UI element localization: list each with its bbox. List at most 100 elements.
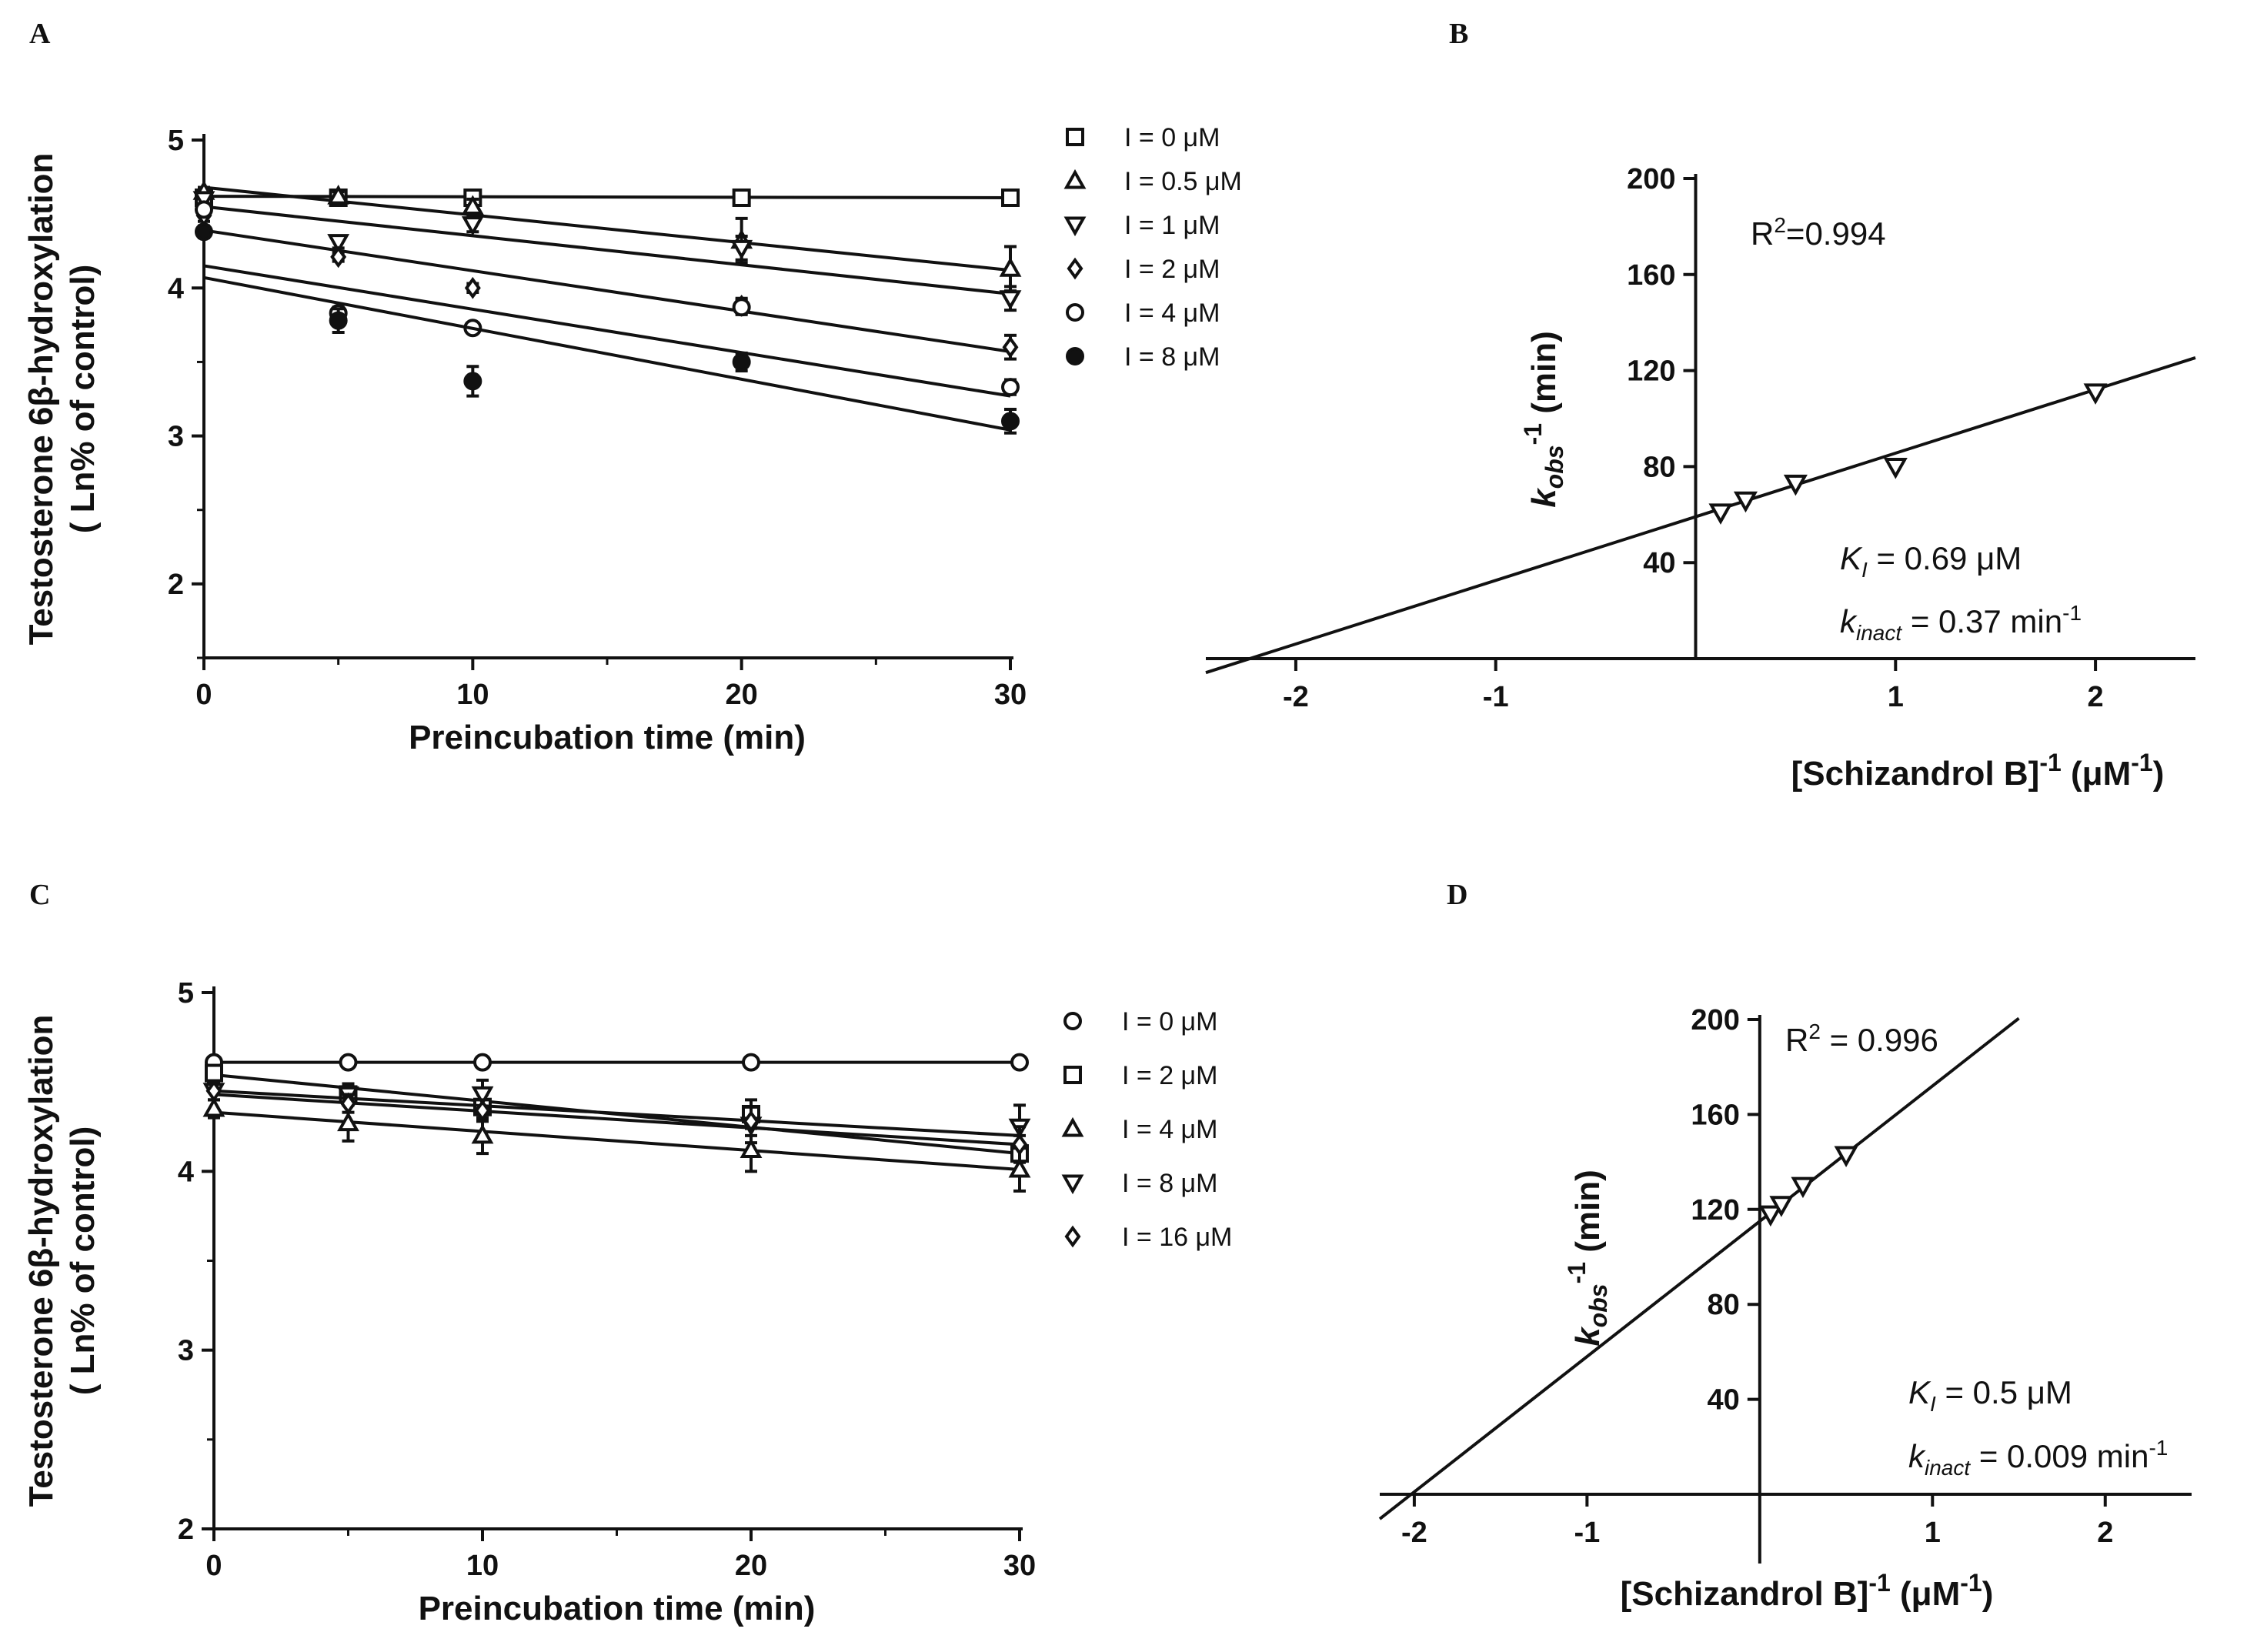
data-point [1001,188,1020,207]
data-point [740,1138,763,1158]
data-point [1883,458,1908,479]
y-tick-label: 4 [178,1156,194,1188]
panel-c: C 2 3 4 5 0 10 20 30 Preincubation time (min) Test… [22,879,1232,1627]
series [195,222,1020,435]
y-axis-title: Testosterone 6β-hydroxylation [22,153,60,646]
data-point [463,372,482,391]
data-point [202,1096,225,1117]
legend-marker [1063,216,1087,237]
data-point [337,1111,359,1132]
panel-label: A [29,18,51,50]
data-point [473,1053,492,1072]
data-point [327,184,350,205]
data-point [461,195,484,215]
data-point [1001,378,1020,397]
data-point [471,1123,494,1144]
legend-marker [1064,1225,1081,1248]
y-tick-label: 160 [1691,1099,1739,1131]
data-point [999,290,1022,310]
fit-line [203,264,1011,398]
panel-label: D [1447,879,1467,911]
data-point [1010,1053,1029,1072]
x-tick-label: 1 [1888,681,1904,713]
data-point [1769,1196,1794,1217]
legend-marker [1063,169,1087,189]
ki-value: KI = 0.69 μM [1840,540,2022,582]
y-tick-label: 3 [178,1335,194,1367]
panel-d: D 40 80 120 160 200 -2 -1 1 2 R2 = 0.996 KI = 0.5 μ… [1378,879,2192,1613]
fit-line [1205,356,2196,675]
legend-label: I = 4 μM [1124,299,1220,328]
legend-marker [1067,257,1083,280]
y-tick-label: 120 [1627,355,1675,388]
panel-a: A 2 3 4 5 0 10 20 30 Preincubation time (min) Test… [22,18,1242,756]
y-tick-label: 5 [168,125,184,157]
y-axis-title: kobs-1 (min) [1563,1170,1612,1347]
data-point [330,245,347,269]
fit-line [203,229,1011,353]
x-tick-label: 10 [466,1550,499,1582]
panel-b: B 40 80 120 160 200 -2 -1 1 2 R2=0.994 KI = 0.69 μM… [1205,18,2196,793]
x-tick-label: 0 [205,1550,222,1582]
data-point [205,1080,222,1103]
legend-marker [1061,1174,1084,1195]
x-tick-label: 2 [2088,681,2104,713]
data-point [471,1086,494,1106]
data-point [195,222,213,242]
y-tick-label: 2 [178,1513,194,1546]
series [205,1053,1029,1072]
legend-label: I = 4 μM [1122,1115,1217,1144]
legend-label: I = 1 μM [1124,211,1220,240]
x-tick-label: 10 [456,679,489,711]
legend-label: I = 2 μM [1124,255,1220,284]
y-tick-label: 2 [168,569,184,601]
data-point [461,216,484,236]
series [192,180,1022,293]
legend-marker [1063,1012,1082,1030]
data-point [192,191,215,211]
data-point [743,1110,760,1133]
panel-label: C [29,879,50,911]
y-tick-label: 120 [1691,1194,1739,1226]
data-point [339,1053,358,1072]
r-squared: R2 = 0.996 [1785,1020,1938,1058]
data-point [340,1092,356,1115]
y-tick-label: 5 [178,977,194,1010]
y-tick-label: 200 [1627,163,1675,195]
y-tick-label: 4 [168,272,184,305]
legend-marker [1063,1066,1082,1084]
legend-marker [1066,128,1084,146]
fit-line [203,205,1011,295]
data-point [1011,1133,1028,1156]
y-tick-label: 80 [1643,451,1675,483]
data-point [329,311,348,330]
data-point [1733,491,1758,513]
x-axis-title: [Schizandrol B]-1 (μM-1) [1621,1569,1994,1613]
data-point [1783,474,1808,496]
y-axis-title: kobs-1 (min) [1519,331,1568,508]
ki-value: KI = 0.5 μM [1908,1374,2072,1416]
data-point [2083,383,2108,405]
data-point [1758,1205,1783,1227]
y-tick-label: 40 [1643,547,1675,579]
kinact-value: kinact = 0.37 min-1 [1840,601,2082,645]
x-axis-title: Preincubation time (min) [419,1590,816,1627]
x-tick-label: 20 [735,1550,767,1582]
x-tick-label: 1 [1925,1517,1941,1549]
x-axis-title: [Schizandrol B]-1 (μM-1) [1791,749,2165,793]
x-tick-label: 20 [726,679,758,711]
legend-label: I = 0 μM [1124,123,1220,152]
panel-label: B [1449,18,1468,50]
x-tick-label: -2 [1401,1517,1427,1549]
legend-label: I = 0.5 μM [1124,167,1242,196]
x-tick-label: -1 [1483,681,1509,713]
data-point [742,1053,760,1072]
y-tick-label: 160 [1627,259,1675,292]
x-tick-label: 0 [195,679,212,711]
r-squared: R2=0.994 [1751,213,1886,252]
data-point [327,234,350,254]
series [192,191,1022,312]
y-tick-label: 200 [1691,1004,1739,1036]
legend-label: I = 8 μM [1122,1169,1217,1198]
data-point [1708,503,1733,525]
